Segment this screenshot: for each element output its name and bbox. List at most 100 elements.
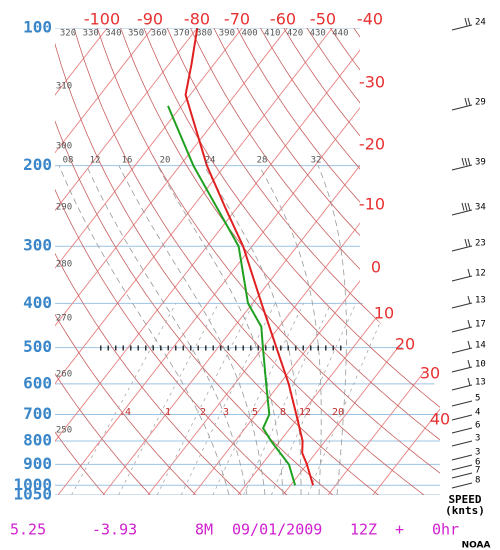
isotherm-label: -80 — [184, 10, 210, 29]
barb-feather — [467, 340, 471, 349]
wind-speed: 24 — [475, 18, 486, 28]
mixing-ratio-label: 12 — [299, 407, 311, 418]
moist-adiabat-label: 32 — [311, 156, 322, 166]
barb-staff — [451, 414, 473, 421]
isotherm-label: -40 — [357, 10, 383, 29]
dry-adiabat-label: 260 — [56, 370, 72, 380]
wind-barb — [451, 454, 473, 461]
pressure-label: 700 — [23, 404, 52, 423]
pressure-label: 800 — [23, 430, 52, 449]
isotherm-label: -70 — [224, 10, 250, 29]
footer-text: + — [395, 521, 404, 539]
barb-feather — [467, 97, 471, 106]
wind-speed: 13 — [475, 296, 486, 306]
moist-adiabat — [317, 165, 347, 495]
barb-staff — [451, 440, 473, 447]
dry-adiabat — [283, 28, 440, 495]
isotherm — [192, 28, 440, 495]
wind-barb — [451, 202, 473, 216]
isotherm-label: -20 — [359, 135, 385, 154]
wind-speed: 29 — [475, 98, 486, 108]
barb-staff — [451, 245, 473, 252]
wind-speed: 3 — [475, 448, 480, 458]
wind-barb — [451, 319, 473, 333]
wind-barb — [451, 17, 473, 31]
wind-barb — [451, 359, 473, 373]
wind-legend: SPEED — [448, 493, 481, 506]
moist-adiabat — [157, 165, 284, 495]
pressure-label: 100 — [23, 18, 52, 37]
barb-staff — [451, 164, 473, 171]
moist-adiabat-label: 28 — [257, 156, 268, 166]
moist-adiabat-label: 16 — [122, 156, 133, 166]
dry-adiabat — [55, 28, 334, 495]
credit: NOAA — [462, 541, 491, 550]
mixing-ratio-label: 5 — [252, 407, 258, 418]
dry-adiabat-label: 270 — [56, 314, 72, 324]
barb-feather — [464, 202, 468, 211]
mixing-ratio-line — [243, 303, 332, 495]
dry-adiabat-label: 300 — [56, 142, 72, 152]
wind-speed: 23 — [475, 239, 486, 249]
isotherm-label: -30 — [359, 73, 385, 92]
grid — [55, 28, 440, 495]
isotherm-label: -10 — [359, 195, 385, 214]
mixing-ratio-line — [212, 303, 304, 495]
dry-adiabat — [166, 28, 440, 495]
pressure-label: 1000 — [13, 475, 52, 494]
wind-barb — [451, 238, 473, 252]
moist-adiabat-label: 08 — [63, 156, 74, 166]
dry-adiabat — [55, 28, 151, 495]
footer-text: 8M — [195, 521, 213, 539]
wind-speed: 6 — [475, 421, 480, 431]
pressure-label: 500 — [23, 337, 52, 356]
footer-text: 5.25 — [10, 521, 46, 539]
dry-adiabat-label: 420 — [287, 29, 303, 39]
barb-feather — [467, 359, 471, 368]
wind-barb — [451, 414, 473, 421]
isotherm — [327, 28, 440, 495]
wind-speed: 17 — [475, 320, 486, 330]
isotherm-label: 20 — [395, 335, 415, 354]
barb-feather — [467, 268, 471, 277]
temperature-line — [184, 28, 315, 486]
dry-adiabat-label: 390 — [219, 29, 235, 39]
dry-adiabat — [190, 28, 440, 495]
profiles — [167, 28, 315, 486]
barb-feather — [461, 157, 465, 166]
barb-staff — [451, 209, 473, 216]
wind-speed: 7 — [475, 466, 480, 476]
wind-barb — [451, 97, 473, 111]
dry-adiabat-label: 330 — [83, 29, 99, 39]
wind-barb — [451, 157, 473, 171]
barb-feather — [464, 17, 468, 26]
pressure-label: 200 — [23, 155, 52, 174]
wind-barb — [451, 427, 473, 434]
mixing-ratio-label: 3 — [223, 407, 229, 418]
dry-adiabat — [55, 28, 288, 495]
dry-adiabat — [55, 28, 242, 495]
dry-adiabat-label: 340 — [105, 29, 121, 39]
moist-adiabat-label: 12 — [90, 156, 101, 166]
mixing-ratio-label: 1 — [165, 407, 171, 418]
mixing-ratio-line — [270, 303, 357, 495]
mixing-ratio-line — [71, 303, 177, 495]
wind-speed: 4 — [475, 408, 480, 418]
wind-speed: 3 — [475, 434, 480, 444]
barb-staff — [451, 427, 473, 434]
dry-adiabat — [236, 28, 440, 495]
dry-adiabat-label: 440 — [332, 29, 348, 39]
isotherm-label: 10 — [374, 304, 394, 323]
dry-adiabat — [213, 28, 440, 495]
pressure-label: 900 — [23, 454, 52, 473]
moist-adiabat-label: 24 — [205, 156, 216, 166]
moist-adiabat — [258, 165, 322, 495]
dry-adiabat-label: 280 — [56, 260, 72, 270]
dry-adiabat — [55, 28, 379, 495]
isotherm-label: -60 — [270, 10, 296, 29]
mixing-ratio-label: 2 — [200, 407, 206, 418]
isotherm — [55, 28, 243, 495]
barb-staff — [451, 104, 473, 111]
dry-adiabat-label: 350 — [128, 29, 144, 39]
